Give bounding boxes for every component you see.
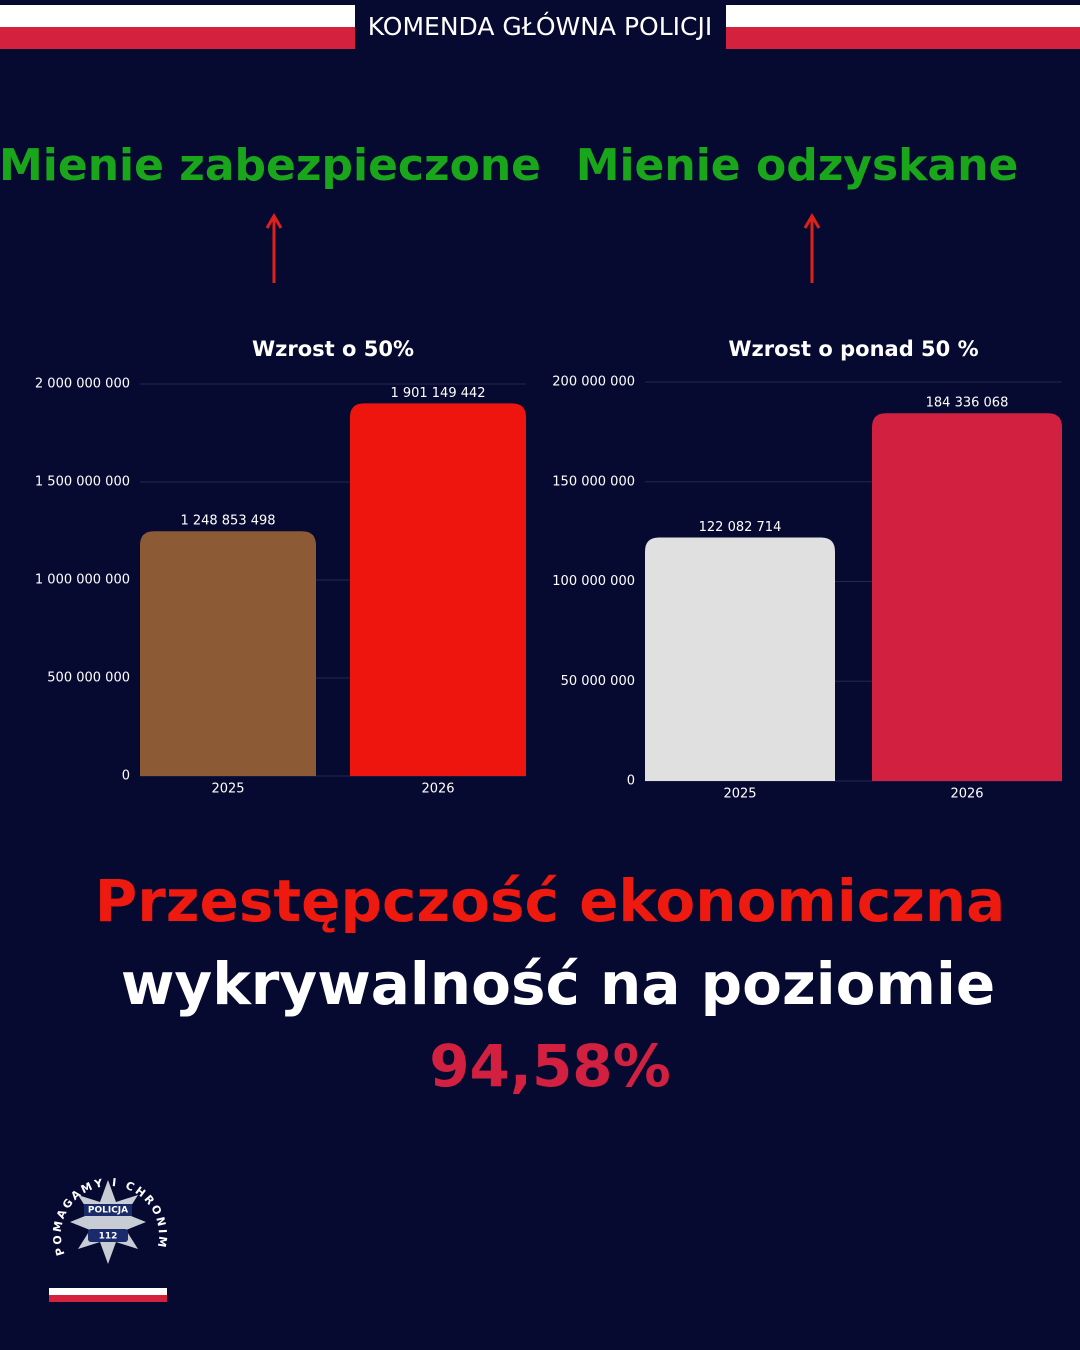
summary-line: Przestępczość ekonomiczna bbox=[95, 867, 1006, 935]
x-tick-label: 2025 bbox=[723, 787, 756, 802]
up-arrow bbox=[265, 213, 283, 283]
y-tick-label: 50 000 000 bbox=[561, 674, 635, 689]
chart-title: Wzrost o ponad 50 % bbox=[728, 337, 978, 361]
header-title: KOMENDA GŁÓWNA POLICJI bbox=[368, 11, 712, 41]
y-tick-label: 0 bbox=[122, 769, 130, 784]
y-tick-label: 500 000 000 bbox=[47, 671, 130, 686]
flag-white bbox=[49, 1288, 167, 1295]
value-label: 122 082 714 bbox=[699, 520, 782, 535]
value-label: 1 901 149 442 bbox=[390, 386, 485, 401]
bar bbox=[140, 531, 316, 776]
y-tick-label: 1 500 000 000 bbox=[35, 475, 130, 490]
heading: Mienie zabezpieczone bbox=[0, 140, 541, 191]
y-tick-label: 1 000 000 000 bbox=[35, 573, 130, 588]
flag-red bbox=[726, 27, 1080, 49]
logo-band bbox=[84, 1204, 132, 1216]
value-label: 1 248 853 498 bbox=[180, 514, 275, 529]
logo-plate bbox=[88, 1229, 128, 1242]
y-tick-label: 100 000 000 bbox=[552, 574, 635, 589]
x-tick-label: 2026 bbox=[421, 782, 454, 797]
up-arrow bbox=[803, 213, 821, 283]
bar bbox=[872, 413, 1062, 781]
summary-line: wykrywalność na poziomie bbox=[121, 950, 995, 1018]
bar bbox=[645, 537, 835, 781]
y-tick-label: 2 000 000 000 bbox=[35, 377, 130, 392]
logo-star bbox=[70, 1180, 146, 1264]
flag-red bbox=[0, 27, 355, 49]
y-tick-label: 150 000 000 bbox=[552, 474, 635, 489]
logo-number: 112 bbox=[99, 1232, 118, 1242]
flag-white bbox=[726, 5, 1080, 27]
heading: Mienie odzyskane bbox=[576, 140, 1019, 191]
chart-title: Wzrost o 50% bbox=[252, 337, 414, 361]
x-tick-label: 2025 bbox=[211, 782, 244, 797]
bar bbox=[350, 403, 526, 776]
y-tick-label: 0 bbox=[627, 774, 635, 789]
arrows bbox=[265, 213, 821, 283]
value-label: 184 336 068 bbox=[926, 396, 1009, 411]
x-tick-label: 2026 bbox=[950, 787, 983, 802]
y-tick-label: 200 000 000 bbox=[552, 375, 635, 390]
flag-red bbox=[49, 1295, 167, 1302]
logo-name: POLICJA bbox=[88, 1206, 128, 1216]
flag-white bbox=[0, 5, 355, 27]
summary-value: 94,58% bbox=[429, 1032, 671, 1100]
